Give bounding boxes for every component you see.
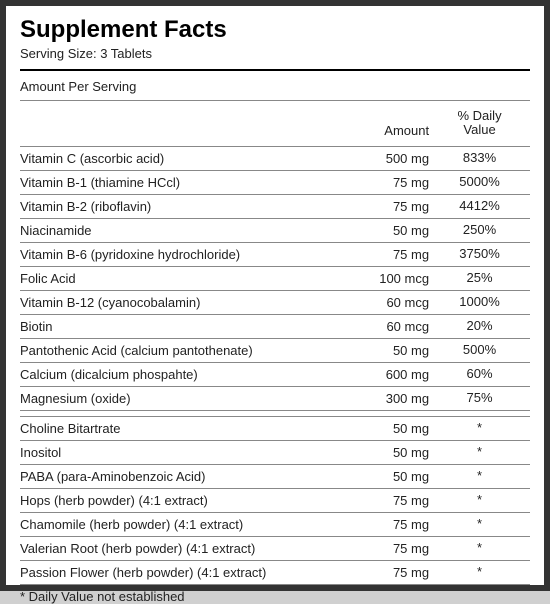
ingredient-amount: 600 mg: [336, 362, 433, 386]
table-row: Passion Flower (herb powder) (4:1 extrac…: [20, 560, 530, 584]
ingredient-name: Calcium (dicalcium phospahte): [20, 362, 336, 386]
facts-table: Amount % Daily Value Vitamin C (ascorbic…: [20, 101, 530, 585]
ingredient-dv: 4412%: [433, 194, 530, 218]
ingredient-amount: 60 mcg: [336, 290, 433, 314]
ingredient-amount: 75 mg: [336, 488, 433, 512]
ingredient-amount: 75 mg: [336, 170, 433, 194]
table-row: Vitamin B-6 (pyridoxine hydrochloride)75…: [20, 242, 530, 266]
ingredient-dv: *: [433, 416, 530, 440]
table-row: Vitamin B-12 (cyanocobalamin)60 mcg1000%: [20, 290, 530, 314]
ingredient-amount: 50 mg: [336, 218, 433, 242]
ingredient-name: Vitamin C (ascorbic acid): [20, 146, 336, 170]
ingredient-name: Chamomile (herb powder) (4:1 extract): [20, 512, 336, 536]
ingredient-name: Vitamin B-1 (thiamine HCcl): [20, 170, 336, 194]
table-row: Niacinamide50 mg250%: [20, 218, 530, 242]
ingredient-amount: 50 mg: [336, 440, 433, 464]
table-row: Vitamin B-2 (riboflavin)75 mg4412%: [20, 194, 530, 218]
ingredient-name: Magnesium (oxide): [20, 386, 336, 410]
table-row: Folic Acid100 mcg25%: [20, 266, 530, 290]
ingredient-amount: 75 mg: [336, 512, 433, 536]
table-row: Magnesium (oxide)300 mg75%: [20, 386, 530, 410]
serving-size: Serving Size: 3 Tablets: [20, 46, 530, 61]
ingredient-name: Passion Flower (herb powder) (4:1 extrac…: [20, 560, 336, 584]
ingredient-amount: 75 mg: [336, 194, 433, 218]
ingredient-name: Folic Acid: [20, 266, 336, 290]
ingredient-name: Valerian Root (herb powder) (4:1 extract…: [20, 536, 336, 560]
ingredient-amount: 50 mg: [336, 464, 433, 488]
table-row: Choline Bitartrate50 mg*: [20, 416, 530, 440]
ingredient-name: Pantothenic Acid (calcium pantothenate): [20, 338, 336, 362]
table-row: Chamomile (herb powder) (4:1 extract)75 …: [20, 512, 530, 536]
ingredient-dv: *: [433, 512, 530, 536]
ingredient-amount: 50 mg: [336, 416, 433, 440]
ingredient-amount: 300 mg: [336, 386, 433, 410]
ingredient-name: PABA (para-Aminobenzoic Acid): [20, 464, 336, 488]
ingredient-name: Vitamin B-2 (riboflavin): [20, 194, 336, 218]
ingredient-dv: *: [433, 488, 530, 512]
ingredient-amount: 60 mcg: [336, 314, 433, 338]
table-header-row: Amount % Daily Value: [20, 101, 530, 146]
ingredient-dv: *: [433, 440, 530, 464]
ingredient-dv: *: [433, 464, 530, 488]
ingredient-dv: 25%: [433, 266, 530, 290]
ingredient-name: Vitamin B-12 (cyanocobalamin): [20, 290, 336, 314]
ingredient-dv: 833%: [433, 146, 530, 170]
ingredient-amount: 100 mcg: [336, 266, 433, 290]
ingredient-dv: 1000%: [433, 290, 530, 314]
divider-thick: [20, 69, 530, 71]
ingredient-name: Vitamin B-6 (pyridoxine hydrochloride): [20, 242, 336, 266]
ingredient-amount: 500 mg: [336, 146, 433, 170]
amount-per-serving: Amount Per Serving: [20, 77, 530, 101]
table-row: Hops (herb powder) (4:1 extract)75 mg*: [20, 488, 530, 512]
table-body: Vitamin C (ascorbic acid)500 mg833%Vitam…: [20, 146, 530, 584]
table-row: Biotin60 mcg20%: [20, 314, 530, 338]
panel-title: Supplement Facts: [20, 16, 530, 44]
supplement-facts-panel: Supplement Facts Serving Size: 3 Tablets…: [0, 0, 550, 591]
ingredient-amount: 75 mg: [336, 536, 433, 560]
ingredient-dv: 250%: [433, 218, 530, 242]
ingredient-dv: 3750%: [433, 242, 530, 266]
ingredient-dv: *: [433, 536, 530, 560]
table-row: Calcium (dicalcium phospahte)600 mg60%: [20, 362, 530, 386]
ingredient-amount: 75 mg: [336, 560, 433, 584]
ingredient-name: Biotin: [20, 314, 336, 338]
col-header-amount: Amount: [336, 101, 433, 146]
dv-line1: % Daily: [458, 108, 502, 123]
ingredient-dv: 5000%: [433, 170, 530, 194]
ingredient-amount: 50 mg: [336, 338, 433, 362]
ingredient-amount: 75 mg: [336, 242, 433, 266]
ingredient-dv: 75%: [433, 386, 530, 410]
table-row: Vitamin B-1 (thiamine HCcl)75 mg5000%: [20, 170, 530, 194]
ingredient-name: Inositol: [20, 440, 336, 464]
ingredient-dv: 20%: [433, 314, 530, 338]
table-row: Inositol50 mg*: [20, 440, 530, 464]
ingredient-dv: *: [433, 560, 530, 584]
dv-footnote: * Daily Value not established: [20, 585, 530, 604]
table-row: Pantothenic Acid (calcium pantothenate)5…: [20, 338, 530, 362]
ingredient-dv: 500%: [433, 338, 530, 362]
ingredient-name: Hops (herb powder) (4:1 extract): [20, 488, 336, 512]
dv-line2: Value: [463, 122, 495, 137]
ingredient-dv: 60%: [433, 362, 530, 386]
col-header-dv: % Daily Value: [433, 101, 530, 146]
ingredient-name: Niacinamide: [20, 218, 336, 242]
table-row: PABA (para-Aminobenzoic Acid)50 mg*: [20, 464, 530, 488]
table-row: Vitamin C (ascorbic acid)500 mg833%: [20, 146, 530, 170]
ingredient-name: Choline Bitartrate: [20, 416, 336, 440]
col-header-blank: [20, 101, 336, 146]
table-row: Valerian Root (herb powder) (4:1 extract…: [20, 536, 530, 560]
